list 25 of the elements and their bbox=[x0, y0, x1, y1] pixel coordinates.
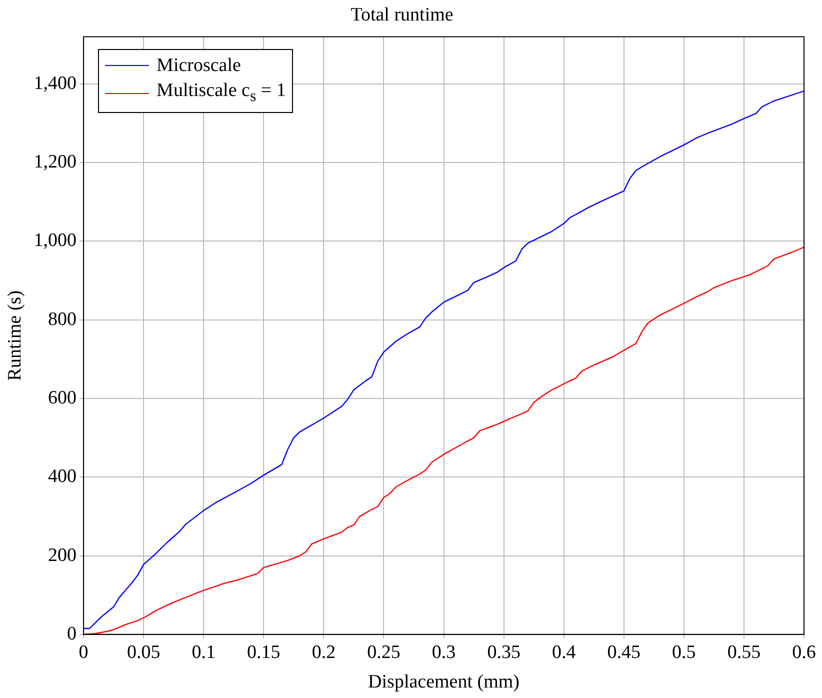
x-tick-label: 0.2 bbox=[312, 642, 336, 663]
legend-label: Microscale bbox=[156, 54, 241, 78]
chart-title: Total runtime bbox=[350, 4, 454, 26]
x-tick-label: 0.15 bbox=[247, 642, 280, 663]
x-tick-label: 0.05 bbox=[126, 642, 160, 663]
x-tick-label: 0.25 bbox=[367, 642, 400, 663]
y-axis-title: Runtime (s) bbox=[4, 290, 26, 381]
y-tick-label: 1,400 bbox=[34, 72, 77, 94]
y-tick-label: 1,200 bbox=[34, 152, 77, 173]
y-tick-label: 200 bbox=[48, 544, 77, 566]
x-tick-label: 0.3 bbox=[432, 642, 456, 663]
y-tick-label: 1,000 bbox=[34, 230, 77, 252]
y-tick-label: 600 bbox=[48, 387, 77, 408]
x-tick-label: 0.45 bbox=[607, 642, 641, 663]
x-tick-label: 0.4 bbox=[552, 642, 576, 663]
y-tick-label: 400 bbox=[48, 466, 77, 488]
x-tick-label: 0.5 bbox=[672, 642, 696, 663]
x-axis-title: Displacement (mm) bbox=[368, 672, 520, 693]
x-tick-label: 0.6 bbox=[792, 642, 816, 663]
legend-label: Multiscale c$_{s}$ = 1 bbox=[156, 78, 286, 107]
x-tick-label: 0.1 bbox=[192, 642, 216, 663]
y-tick-label: 0 bbox=[67, 623, 77, 644]
x-tick-label: 0.35 bbox=[487, 642, 520, 663]
x-tick-label: 0.55 bbox=[727, 642, 761, 663]
y-tick-label: 800 bbox=[48, 308, 77, 330]
